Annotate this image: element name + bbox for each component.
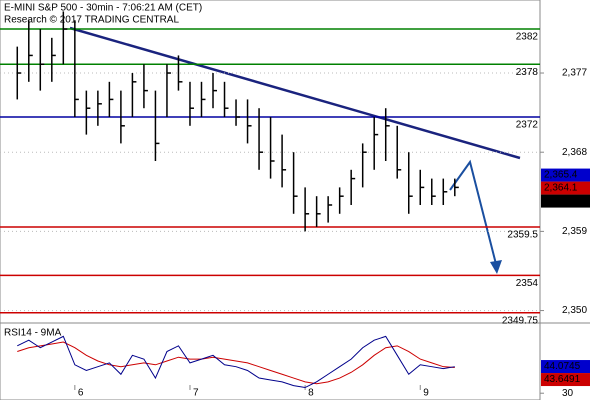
x-tick-label: 7 bbox=[193, 388, 199, 399]
price-marker-label: 2,365.4 bbox=[544, 170, 578, 181]
rsi-marker-label: 43.6491 bbox=[544, 374, 581, 385]
level-label: 2349.75 bbox=[502, 315, 539, 326]
price-marker-label: 2,363.5 bbox=[544, 196, 578, 207]
x-tick-label: 8 bbox=[308, 388, 314, 399]
chart-title: E-MINI S&P 500 - 30min - 7:06:21 AM (CET… bbox=[4, 3, 202, 14]
rsi-line bbox=[17, 335, 455, 389]
chart-subtitle: Research © 2017 TRADING CENTRAL bbox=[4, 15, 179, 26]
trend-line bbox=[69, 26, 521, 160]
forecast-arrow bbox=[449, 159, 498, 269]
y-tick-label: 2,368 bbox=[562, 147, 587, 158]
price-marker bbox=[541, 194, 590, 208]
y-tick-label: 2,377 bbox=[562, 68, 587, 79]
price-marker bbox=[541, 181, 590, 195]
level-label: 2372 bbox=[516, 120, 539, 131]
y-tick-label: 2,359 bbox=[562, 226, 587, 237]
level-label: 2382 bbox=[516, 32, 539, 43]
rsi-ma-line bbox=[17, 341, 455, 385]
rsi-marker bbox=[541, 360, 590, 374]
rsi-label: RSI14 - 9MA bbox=[4, 328, 62, 339]
x-tick-label: 9 bbox=[423, 388, 429, 399]
rsi-marker-label: 44.0745 bbox=[544, 361, 581, 372]
x-tick-label: 6 bbox=[78, 388, 84, 399]
level-label: 2354 bbox=[516, 278, 539, 289]
rsi-tick-label: 30 bbox=[562, 388, 574, 399]
price-marker bbox=[541, 168, 590, 182]
rsi-marker bbox=[541, 373, 590, 387]
level-label: 2359.5 bbox=[507, 230, 538, 241]
plot-frame bbox=[0, 0, 541, 400]
price-marker-label: 2,364.1 bbox=[544, 183, 578, 194]
level-label: 2378 bbox=[516, 67, 539, 78]
arrow-head bbox=[490, 260, 502, 274]
y-tick-label: 2,350 bbox=[562, 305, 587, 316]
